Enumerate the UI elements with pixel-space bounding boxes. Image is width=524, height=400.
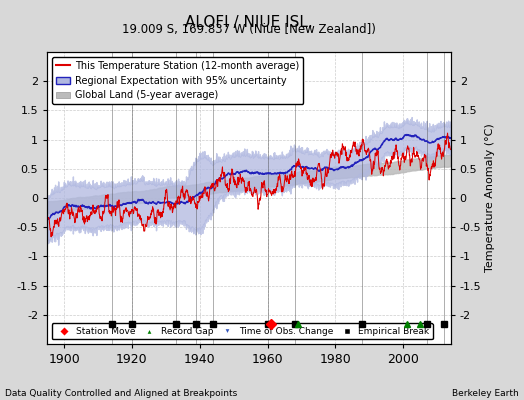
Text: 19.009 S, 169.837 W (Niue [New Zealand]): 19.009 S, 169.837 W (Niue [New Zealand]) xyxy=(122,23,376,36)
Y-axis label: Temperature Anomaly (°C): Temperature Anomaly (°C) xyxy=(485,124,496,272)
Legend: Station Move, Record Gap, Time of Obs. Change, Empirical Break: Station Move, Record Gap, Time of Obs. C… xyxy=(52,323,433,340)
Text: Data Quality Controlled and Aligned at Breakpoints: Data Quality Controlled and Aligned at B… xyxy=(5,389,237,398)
Text: Berkeley Earth: Berkeley Earth xyxy=(452,389,519,398)
Title: ALOFI / NIUE ISL.: ALOFI / NIUE ISL. xyxy=(185,15,313,30)
